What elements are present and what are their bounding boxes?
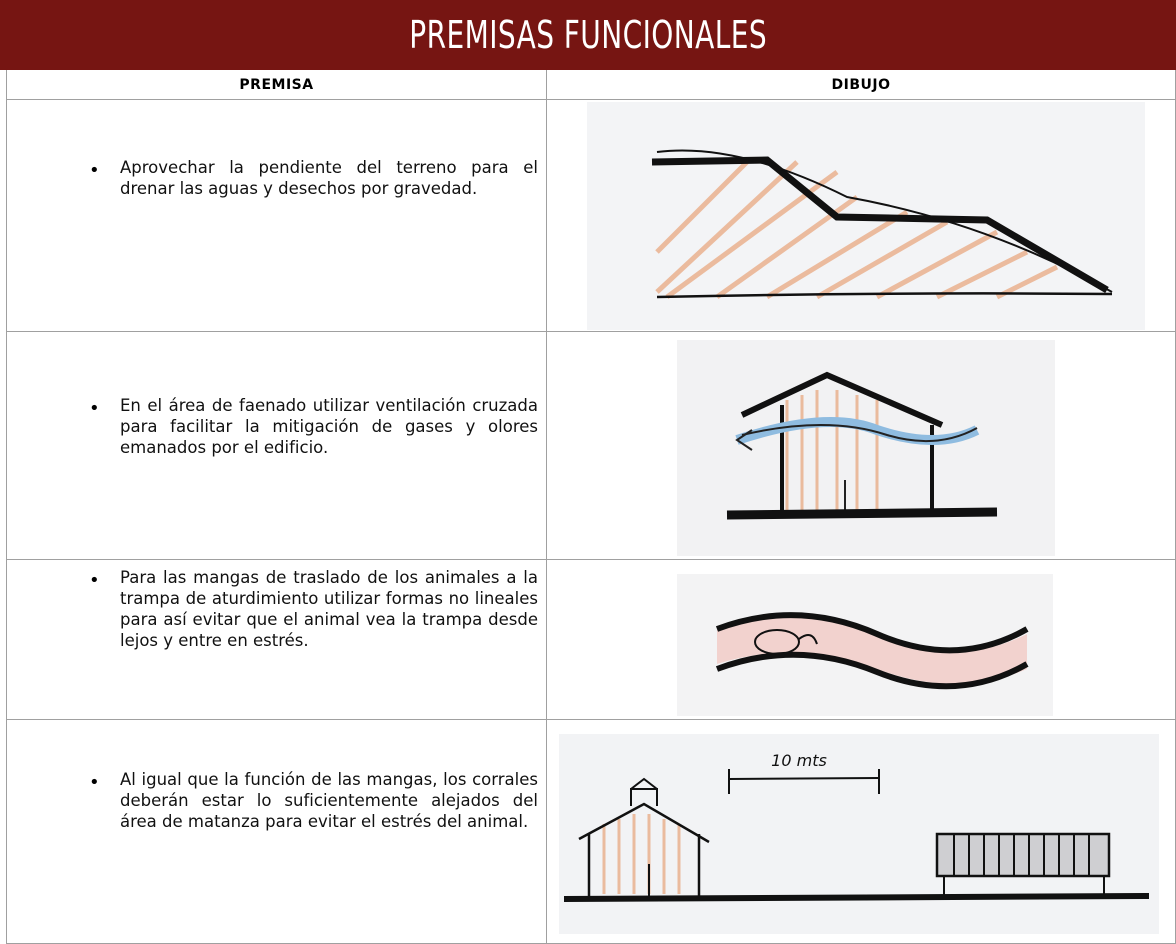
slope-sketch xyxy=(587,102,1145,330)
premise-cell: • Aprovechar la pendiente del terreno pa… xyxy=(6,100,547,332)
drawing-cell xyxy=(547,332,1176,560)
premise-cell: • Para las mangas de traslado de los ani… xyxy=(6,560,547,720)
distance-sketch: 10 mts xyxy=(559,734,1159,934)
drawing-cell xyxy=(547,100,1176,332)
chute-sketch xyxy=(677,574,1053,716)
ventilation-sketch xyxy=(677,340,1055,556)
title-bar: PREMISAS FUNCIONALES xyxy=(0,0,1176,70)
premise-cell: • En el área de faenado utilizar ventila… xyxy=(6,332,547,560)
drawing-cell: 10 mts xyxy=(547,720,1176,944)
premise-text: En el área de faenado utilizar ventilaci… xyxy=(120,396,538,457)
drawing-cell xyxy=(547,560,1176,720)
bullet: • xyxy=(89,772,100,793)
premise-text: Para las mangas de traslado de los anima… xyxy=(120,568,538,650)
bullet: • xyxy=(89,570,100,591)
bullet: • xyxy=(89,398,100,419)
bullet: • xyxy=(89,160,100,181)
premise-text: Al igual que la función de las mangas, l… xyxy=(120,770,538,831)
premise-text: Aprovechar la pendiente del terreno para… xyxy=(120,158,538,198)
title: PREMISAS FUNCIONALES xyxy=(409,13,767,57)
distance-label: 10 mts xyxy=(771,751,827,770)
column-header: PREMISA xyxy=(6,70,547,100)
column-header: DIBUJO xyxy=(547,70,1176,100)
premise-cell: • Al igual que la función de las mangas,… xyxy=(6,720,547,944)
